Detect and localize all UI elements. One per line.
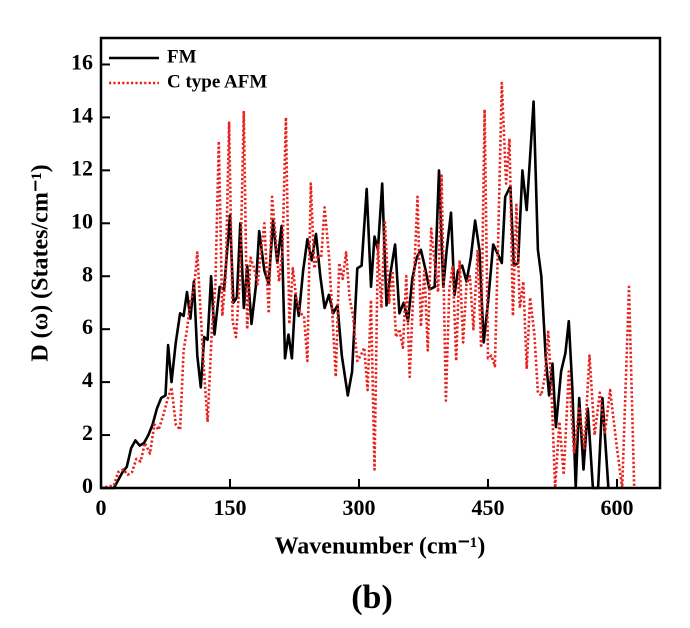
y-tick-label: 4 [82,367,93,392]
y-tick-label: 14 [71,102,93,127]
caption: (b) [351,579,393,616]
legend-label: FM [167,46,197,67]
series-line [101,100,610,490]
x-tick-label: 600 [601,495,634,520]
y-tick-label: 0 [82,473,93,498]
legend-label: C type AFM [167,71,267,92]
x-tick-label: 0 [96,495,107,520]
x-tick-label: 300 [343,495,376,520]
y-tick-label: 10 [71,208,93,233]
series-line [100,81,636,490]
x-tick-label: 450 [472,495,505,520]
x-tick-label: 150 [214,495,247,520]
y-tick-label: 8 [82,261,93,286]
plot-frame [99,36,662,490]
y-tick-label: 2 [82,420,93,445]
x-axis-label: Wavenumber (cm⁻¹) [275,534,486,560]
y-tick-label: 6 [82,314,93,339]
y-tick-label: 16 [71,50,93,75]
y-tick-label: 12 [71,155,93,180]
y-axis-label: D (ω) (States/cm⁻¹) [28,164,54,361]
